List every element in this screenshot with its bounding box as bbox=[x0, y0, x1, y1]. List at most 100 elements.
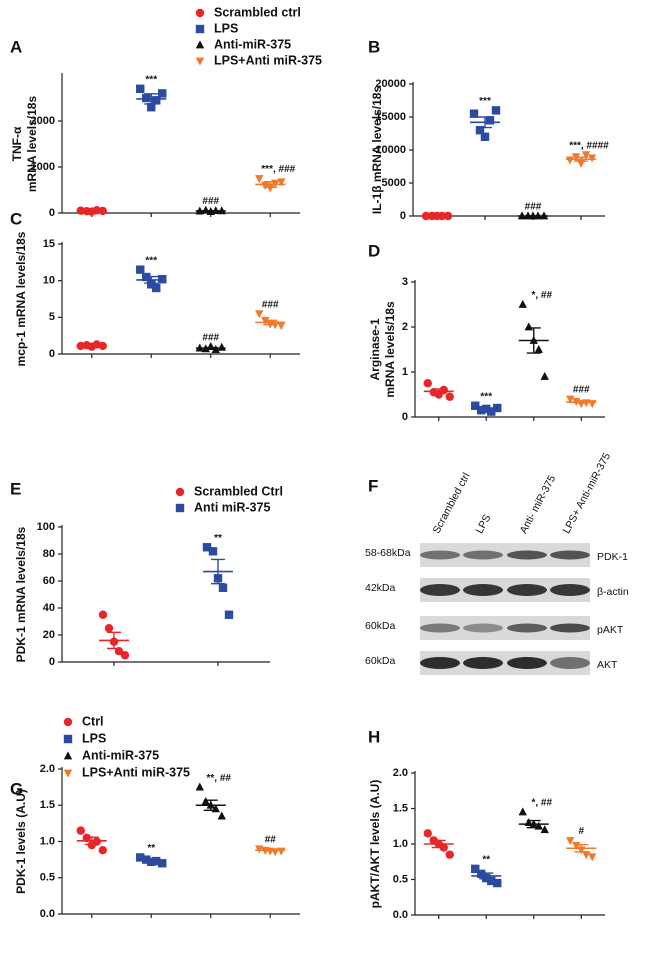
error-bar bbox=[479, 407, 494, 411]
data-point bbox=[477, 869, 486, 879]
data-point bbox=[266, 184, 275, 193]
legend-label: LPS+Anti miR-375 bbox=[82, 765, 190, 779]
y-tick-label: 10000 bbox=[375, 144, 406, 156]
y-axis-label: TNF-α bbox=[10, 126, 24, 161]
data-point bbox=[76, 826, 85, 835]
legend-marker bbox=[195, 24, 205, 34]
blot-band bbox=[463, 584, 503, 596]
data-point bbox=[475, 126, 485, 135]
legend-label: LPS bbox=[214, 21, 238, 35]
data-point bbox=[217, 342, 226, 351]
error-bar bbox=[574, 400, 589, 404]
y-tick-label: 1.5 bbox=[40, 799, 55, 811]
kda-label: 58-68kDa bbox=[365, 547, 411, 559]
data-point bbox=[588, 853, 597, 862]
error-bar bbox=[144, 93, 159, 105]
data-point bbox=[98, 610, 108, 619]
significance: ***, #### bbox=[569, 140, 609, 151]
error-bar bbox=[84, 836, 99, 846]
data-point bbox=[142, 93, 151, 103]
panel-label: F bbox=[368, 476, 378, 495]
blot-band bbox=[420, 623, 460, 633]
legend-marker bbox=[195, 8, 205, 18]
data-point bbox=[493, 878, 502, 888]
data-point bbox=[255, 310, 264, 319]
blot-band bbox=[550, 623, 590, 633]
data-point bbox=[423, 829, 432, 838]
legend-label: Scrambled ctrl bbox=[214, 5, 301, 19]
significance: ## bbox=[265, 834, 277, 845]
y-tick-label: 0.0 bbox=[40, 908, 55, 920]
data-point bbox=[255, 845, 264, 854]
lane-label: Scrambled ctrl bbox=[431, 471, 473, 536]
y-tick-label: 40 bbox=[43, 602, 55, 614]
error-bar bbox=[574, 156, 588, 162]
error-bar bbox=[526, 819, 541, 829]
y-tick-label: 0 bbox=[400, 210, 406, 222]
data-point bbox=[423, 379, 432, 388]
data-point bbox=[255, 175, 264, 184]
panel-label: H bbox=[368, 727, 380, 746]
legend-label: Anti-miR-375 bbox=[214, 37, 291, 51]
data-point bbox=[201, 797, 210, 805]
data-point bbox=[195, 782, 204, 791]
blot-band bbox=[420, 584, 460, 596]
blot-band bbox=[420, 657, 460, 669]
y-tick-label: 0 bbox=[49, 348, 55, 360]
panel-label: G bbox=[10, 779, 23, 798]
data-point bbox=[582, 851, 591, 860]
y-tick-label: 1.0 bbox=[393, 838, 408, 850]
y-tick-label: 0 bbox=[49, 207, 55, 219]
error-bar bbox=[203, 799, 218, 812]
data-point bbox=[120, 651, 130, 660]
significance: ### bbox=[573, 385, 590, 396]
protein-label: PDK-1 bbox=[597, 551, 628, 563]
panel-label: A bbox=[10, 37, 22, 56]
significance: **, ## bbox=[207, 773, 232, 784]
data-point bbox=[445, 850, 454, 859]
data-point bbox=[136, 84, 145, 93]
data-point bbox=[524, 322, 533, 331]
legend-marker bbox=[63, 751, 73, 760]
legend-marker bbox=[63, 769, 73, 778]
y-axis-label: Arginase-1 bbox=[368, 318, 382, 380]
y-tick-label: 2 bbox=[402, 321, 408, 333]
data-point bbox=[518, 299, 527, 308]
y-tick-label: 60 bbox=[43, 575, 55, 587]
error-bar bbox=[431, 839, 446, 849]
significance: *** bbox=[479, 96, 491, 107]
y-axis-label: mRNA levels/18s bbox=[25, 96, 39, 193]
data-point bbox=[471, 864, 480, 874]
data-point bbox=[218, 583, 228, 592]
data-point bbox=[469, 109, 479, 118]
y-axis-label: PDK-1 mRNA levels/18s bbox=[14, 526, 28, 662]
significance: ** bbox=[214, 533, 222, 544]
y-tick-label: 2000 bbox=[31, 115, 55, 127]
significance: ### bbox=[202, 196, 219, 207]
y-tick-label: 5 bbox=[49, 311, 55, 323]
y-axis-label: mcp-1 mRNA levels/18s bbox=[14, 231, 28, 366]
significance: # bbox=[578, 826, 584, 837]
y-tick-label: 0.5 bbox=[40, 872, 55, 884]
kda-label: 42kDa bbox=[365, 582, 396, 594]
panel-label: B bbox=[368, 37, 380, 56]
panel-label: E bbox=[10, 479, 21, 498]
blot-band bbox=[463, 623, 503, 633]
legend-label: Anti-miR-375 bbox=[82, 748, 159, 762]
y-tick-label: 0 bbox=[402, 411, 408, 423]
data-point bbox=[202, 543, 212, 552]
error-bar bbox=[263, 319, 278, 326]
legend-label: LPS bbox=[82, 731, 106, 745]
lane-label: LPS+ Anti-miR-375 bbox=[561, 451, 614, 536]
legend-marker bbox=[195, 57, 205, 66]
protein-label: β-actin bbox=[597, 586, 629, 598]
data-point bbox=[566, 837, 575, 846]
error-bar bbox=[144, 275, 159, 284]
data-point bbox=[487, 876, 496, 886]
y-tick-label: 1000 bbox=[31, 161, 55, 173]
y-tick-label: 1 bbox=[402, 366, 408, 378]
data-point bbox=[147, 103, 156, 112]
y-tick-label: 0.5 bbox=[393, 873, 408, 885]
data-point bbox=[566, 395, 575, 404]
y-tick-label: 5000 bbox=[382, 177, 406, 189]
